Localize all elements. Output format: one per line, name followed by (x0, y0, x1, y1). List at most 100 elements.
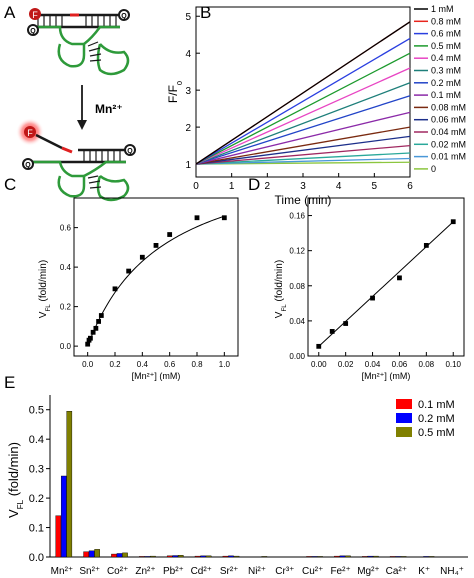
y-axis-label-d: VFL (fold/min) (274, 260, 288, 318)
y-tick-label-c: 0.4 (60, 263, 72, 272)
x-tick-label-d: 0.02 (338, 360, 354, 369)
series-line-b (195, 52, 411, 165)
legend-label-b: 0 (431, 164, 436, 174)
bar-e (389, 556, 396, 558)
x-tick-label-b: 6 (407, 181, 413, 192)
legend-label-e: 0.2 mM (418, 413, 455, 425)
bar-e (222, 555, 229, 558)
y-tick-label-b: 3 (185, 86, 191, 97)
series-line-b (195, 111, 411, 165)
category-label-e: Mg²⁺ (357, 566, 380, 577)
x-tick-label-b: 4 (336, 181, 342, 192)
bar-e (233, 555, 240, 558)
y-tick-label-d: 0.12 (289, 247, 305, 256)
bar-e (88, 550, 95, 558)
y-tick-label-c: 0.2 (60, 303, 72, 312)
data-point-c (139, 254, 145, 260)
y-tick-label-d: 0.00 (289, 352, 305, 361)
x-axis-label-d: [Mn²⁺] (mM) (362, 371, 411, 381)
panel-label-d: D (248, 175, 260, 194)
x-tick-label-c: 0.4 (137, 360, 149, 369)
y-tick-label-c: 0.6 (60, 224, 72, 233)
series-line-b (195, 37, 411, 165)
legend-label-b: 0.2 mM (431, 78, 461, 88)
category-label-e: Mn²⁺ (51, 566, 74, 577)
y-tick-label-e: 0.5 (29, 405, 44, 417)
bar-e (194, 555, 201, 558)
bar-e (116, 553, 123, 558)
bar-e (83, 551, 89, 558)
legend-label-b: 0.8 mM (431, 16, 461, 26)
bar-e (139, 556, 145, 558)
series-line-b (195, 135, 411, 165)
data-point-c (221, 215, 227, 221)
data-point-d (343, 321, 349, 326)
x-tick-label-d: 0.10 (445, 360, 461, 369)
legend-label-b: 0.1 mM (431, 90, 461, 100)
data-point-c (112, 286, 118, 292)
y-tick-label-e: 0.1 (29, 523, 44, 535)
bar-e (306, 556, 312, 558)
legend-swatch-e (396, 399, 412, 409)
bar-e (205, 555, 212, 558)
bar-e (66, 411, 73, 558)
chart-c: 0.0 0.2 0.4 0.6 0.8 1.0 0.0 0.2 0.4 0.6 [Mn²⁺] (mM… (38, 197, 239, 381)
series-line-b (195, 67, 411, 165)
x-tick-label-b: 1 (229, 181, 235, 192)
panel-label-a: A (4, 3, 16, 22)
bar-e (200, 555, 206, 558)
bar-e (60, 475, 67, 558)
quencher-label-top-left: Q (30, 28, 36, 35)
category-label-e: Sn²⁺ (79, 566, 100, 577)
x-tick-label-c: 0.6 (164, 360, 176, 369)
legend-label-b: 0.06 mM (431, 115, 466, 125)
legend-swatch-e (396, 413, 412, 423)
quencher-icon (27, 24, 39, 36)
bar-e (373, 555, 379, 558)
data-point-c (90, 329, 96, 335)
legend-swatch-e (396, 427, 412, 437)
x-tick-label-d: 0.00 (311, 360, 327, 369)
quencher-icon-bottom-right (124, 144, 136, 156)
y-tick-label-e: 0.0 (29, 552, 44, 564)
data-point-c (194, 215, 200, 221)
quencher-label-bottom-left: Q (25, 162, 31, 169)
y-tick-label-e: 0.4 (29, 434, 44, 446)
data-point-c (88, 335, 93, 341)
x-tick-label-d: 0.06 (392, 360, 408, 369)
legend-label-b: 0.5 mM (431, 41, 461, 51)
schematic-bottom: F Q Q (16, 118, 136, 202)
category-label-e: Cd²⁺ (191, 566, 212, 577)
arrow-head-icon (77, 120, 87, 130)
x-tick-label-d: 0.08 (419, 360, 435, 369)
data-point-d (329, 329, 335, 334)
bar-e (395, 556, 401, 558)
bar-e (111, 553, 117, 558)
bar-e (428, 556, 435, 558)
y-tick-label-d: 0.04 (289, 317, 305, 326)
fluorophore-label-bottom: F (27, 128, 33, 138)
bar-e (166, 555, 173, 558)
series-line-b (195, 152, 411, 165)
chart-e: 0.0 0.1 0.2 0.3 0.4 0.5 Mn²⁺ Sn²⁺ Co²⁺ Zn²⁺ Pb²⁺ Cd… (6, 395, 468, 577)
bar-e (172, 555, 179, 558)
fluorophore-glow-icon (24, 126, 36, 138)
data-point-c (167, 232, 173, 237)
legend-label-b: 0.08 mM (431, 102, 466, 112)
category-label-e: Co²⁺ (107, 566, 128, 577)
quencher-label-top-right: Q (121, 13, 127, 20)
legend-label-b: 0.6 mM (431, 29, 461, 39)
y-axis-label-e: VFL (fold/min) (6, 442, 25, 518)
category-label-e: NH₄⁺ (440, 566, 464, 577)
y-tick-label-e: 0.3 (29, 464, 44, 476)
fluorophore-icon (29, 8, 41, 20)
data-point-d (397, 275, 402, 281)
x-tick-label-c: 0.2 (109, 360, 121, 369)
series-line-b (195, 126, 411, 165)
schematic-top: F Q Q (27, 8, 130, 76)
legend-label-b: 0.04 mM (431, 127, 466, 137)
y-tick-label-b: 4 (185, 49, 191, 60)
data-point-d (370, 295, 375, 301)
panel-label-b: B (200, 3, 211, 22)
y-tick-label-b: 2 (185, 123, 191, 134)
